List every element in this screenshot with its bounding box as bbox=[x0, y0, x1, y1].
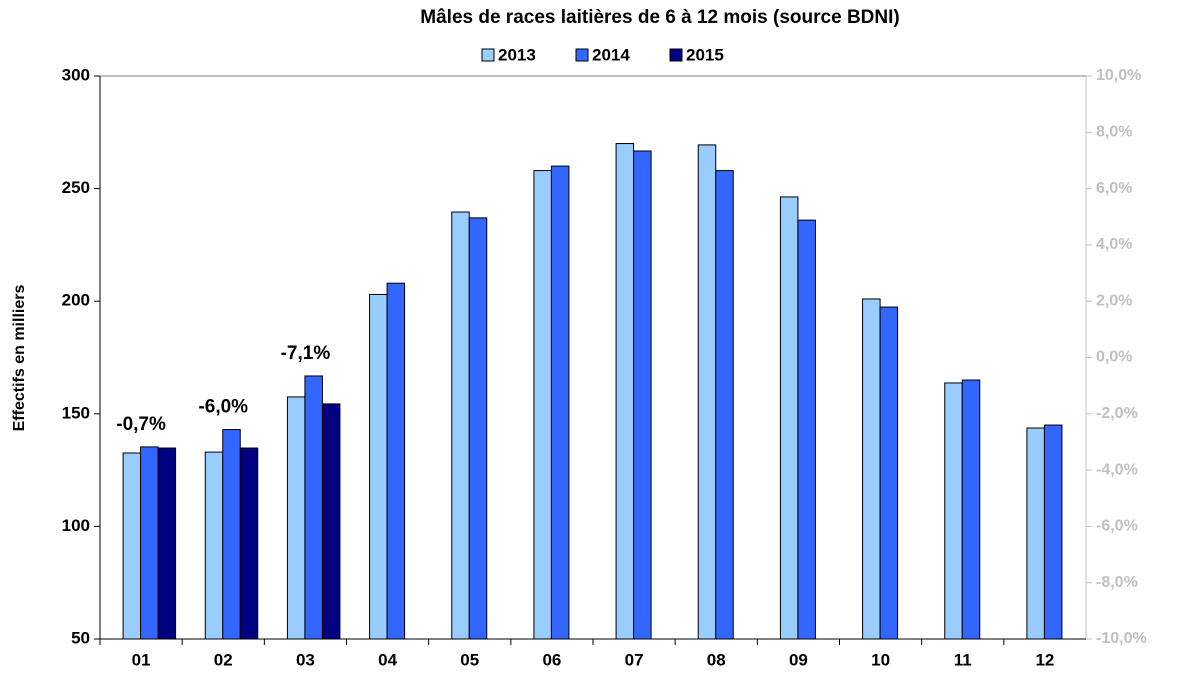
x-tick-label: 11 bbox=[954, 650, 972, 669]
bar bbox=[157, 447, 177, 640]
bar bbox=[879, 306, 899, 640]
bar bbox=[797, 219, 816, 640]
bar bbox=[697, 144, 717, 640]
bar bbox=[204, 451, 224, 640]
x-tick-label: 08 bbox=[707, 650, 726, 669]
legend-label: 2014 bbox=[592, 45, 630, 64]
legend-swatch bbox=[669, 48, 683, 62]
y-tick-label: 200 bbox=[62, 291, 90, 310]
x-tick-label: 05 bbox=[460, 650, 479, 669]
bar bbox=[222, 429, 241, 640]
bar bbox=[862, 298, 881, 640]
x-tick-label: 01 bbox=[132, 650, 151, 669]
annotation: -7,1% bbox=[281, 343, 331, 364]
y-tick-label: 100 bbox=[62, 516, 90, 535]
bar bbox=[779, 196, 799, 640]
bar bbox=[468, 217, 488, 640]
y2-tick-label: 0,0% bbox=[1096, 349, 1132, 366]
bar bbox=[615, 143, 635, 640]
y2-tick-label: 6,0% bbox=[1096, 180, 1132, 197]
bar bbox=[961, 379, 981, 640]
legend-swatch bbox=[575, 48, 589, 62]
y2-tick-label: 4,0% bbox=[1096, 236, 1132, 253]
bar bbox=[451, 211, 470, 640]
y2-tick-label: 8,0% bbox=[1096, 124, 1132, 141]
bar bbox=[550, 165, 570, 640]
x-tick-label: 10 bbox=[871, 650, 890, 669]
y-tick-label: 250 bbox=[62, 178, 90, 197]
bar bbox=[1026, 427, 1045, 640]
bar bbox=[286, 396, 306, 640]
y2-tick-label: -6,0% bbox=[1096, 518, 1138, 535]
x-tick-label: 12 bbox=[1035, 650, 1054, 669]
bar bbox=[304, 375, 323, 640]
bar bbox=[944, 382, 963, 640]
y-tick-label: 150 bbox=[62, 403, 90, 422]
x-tick-label: 07 bbox=[625, 650, 644, 669]
bar bbox=[140, 446, 159, 640]
x-tick-label: 02 bbox=[214, 650, 233, 669]
x-tick-label: 04 bbox=[378, 650, 397, 669]
y-tick-label: 300 bbox=[62, 65, 90, 84]
bar bbox=[715, 170, 734, 640]
legend-label: 2013 bbox=[498, 45, 536, 64]
y2-tick-label: -10,0% bbox=[1096, 630, 1147, 647]
bar bbox=[1043, 424, 1063, 640]
y2-tick-label: -8,0% bbox=[1096, 574, 1138, 591]
y2-tick-label: 10,0% bbox=[1096, 67, 1141, 84]
annotation: -0,7% bbox=[116, 414, 166, 435]
bar bbox=[122, 452, 142, 640]
bar bbox=[386, 282, 406, 640]
bar bbox=[633, 150, 652, 640]
bar bbox=[533, 170, 552, 640]
legend-label: 2015 bbox=[686, 45, 724, 64]
bar bbox=[369, 293, 388, 640]
x-tick-label: 09 bbox=[789, 650, 808, 669]
y-axis-label: Effectifs en milliers bbox=[11, 285, 28, 432]
y2-tick-label: 2,0% bbox=[1096, 292, 1132, 309]
x-tick-label: 06 bbox=[542, 650, 561, 669]
bar bbox=[239, 447, 259, 640]
x-tick-label: 03 bbox=[296, 650, 315, 669]
bar bbox=[321, 403, 341, 640]
chart-title: Mâles de races laitières de 6 à 12 mois … bbox=[420, 7, 899, 28]
annotation: -6,0% bbox=[198, 397, 248, 418]
y2-tick-label: -2,0% bbox=[1096, 405, 1138, 422]
legend-swatch bbox=[481, 48, 495, 62]
y-tick-label: 50 bbox=[71, 628, 90, 647]
y2-tick-label: -4,0% bbox=[1096, 461, 1138, 478]
